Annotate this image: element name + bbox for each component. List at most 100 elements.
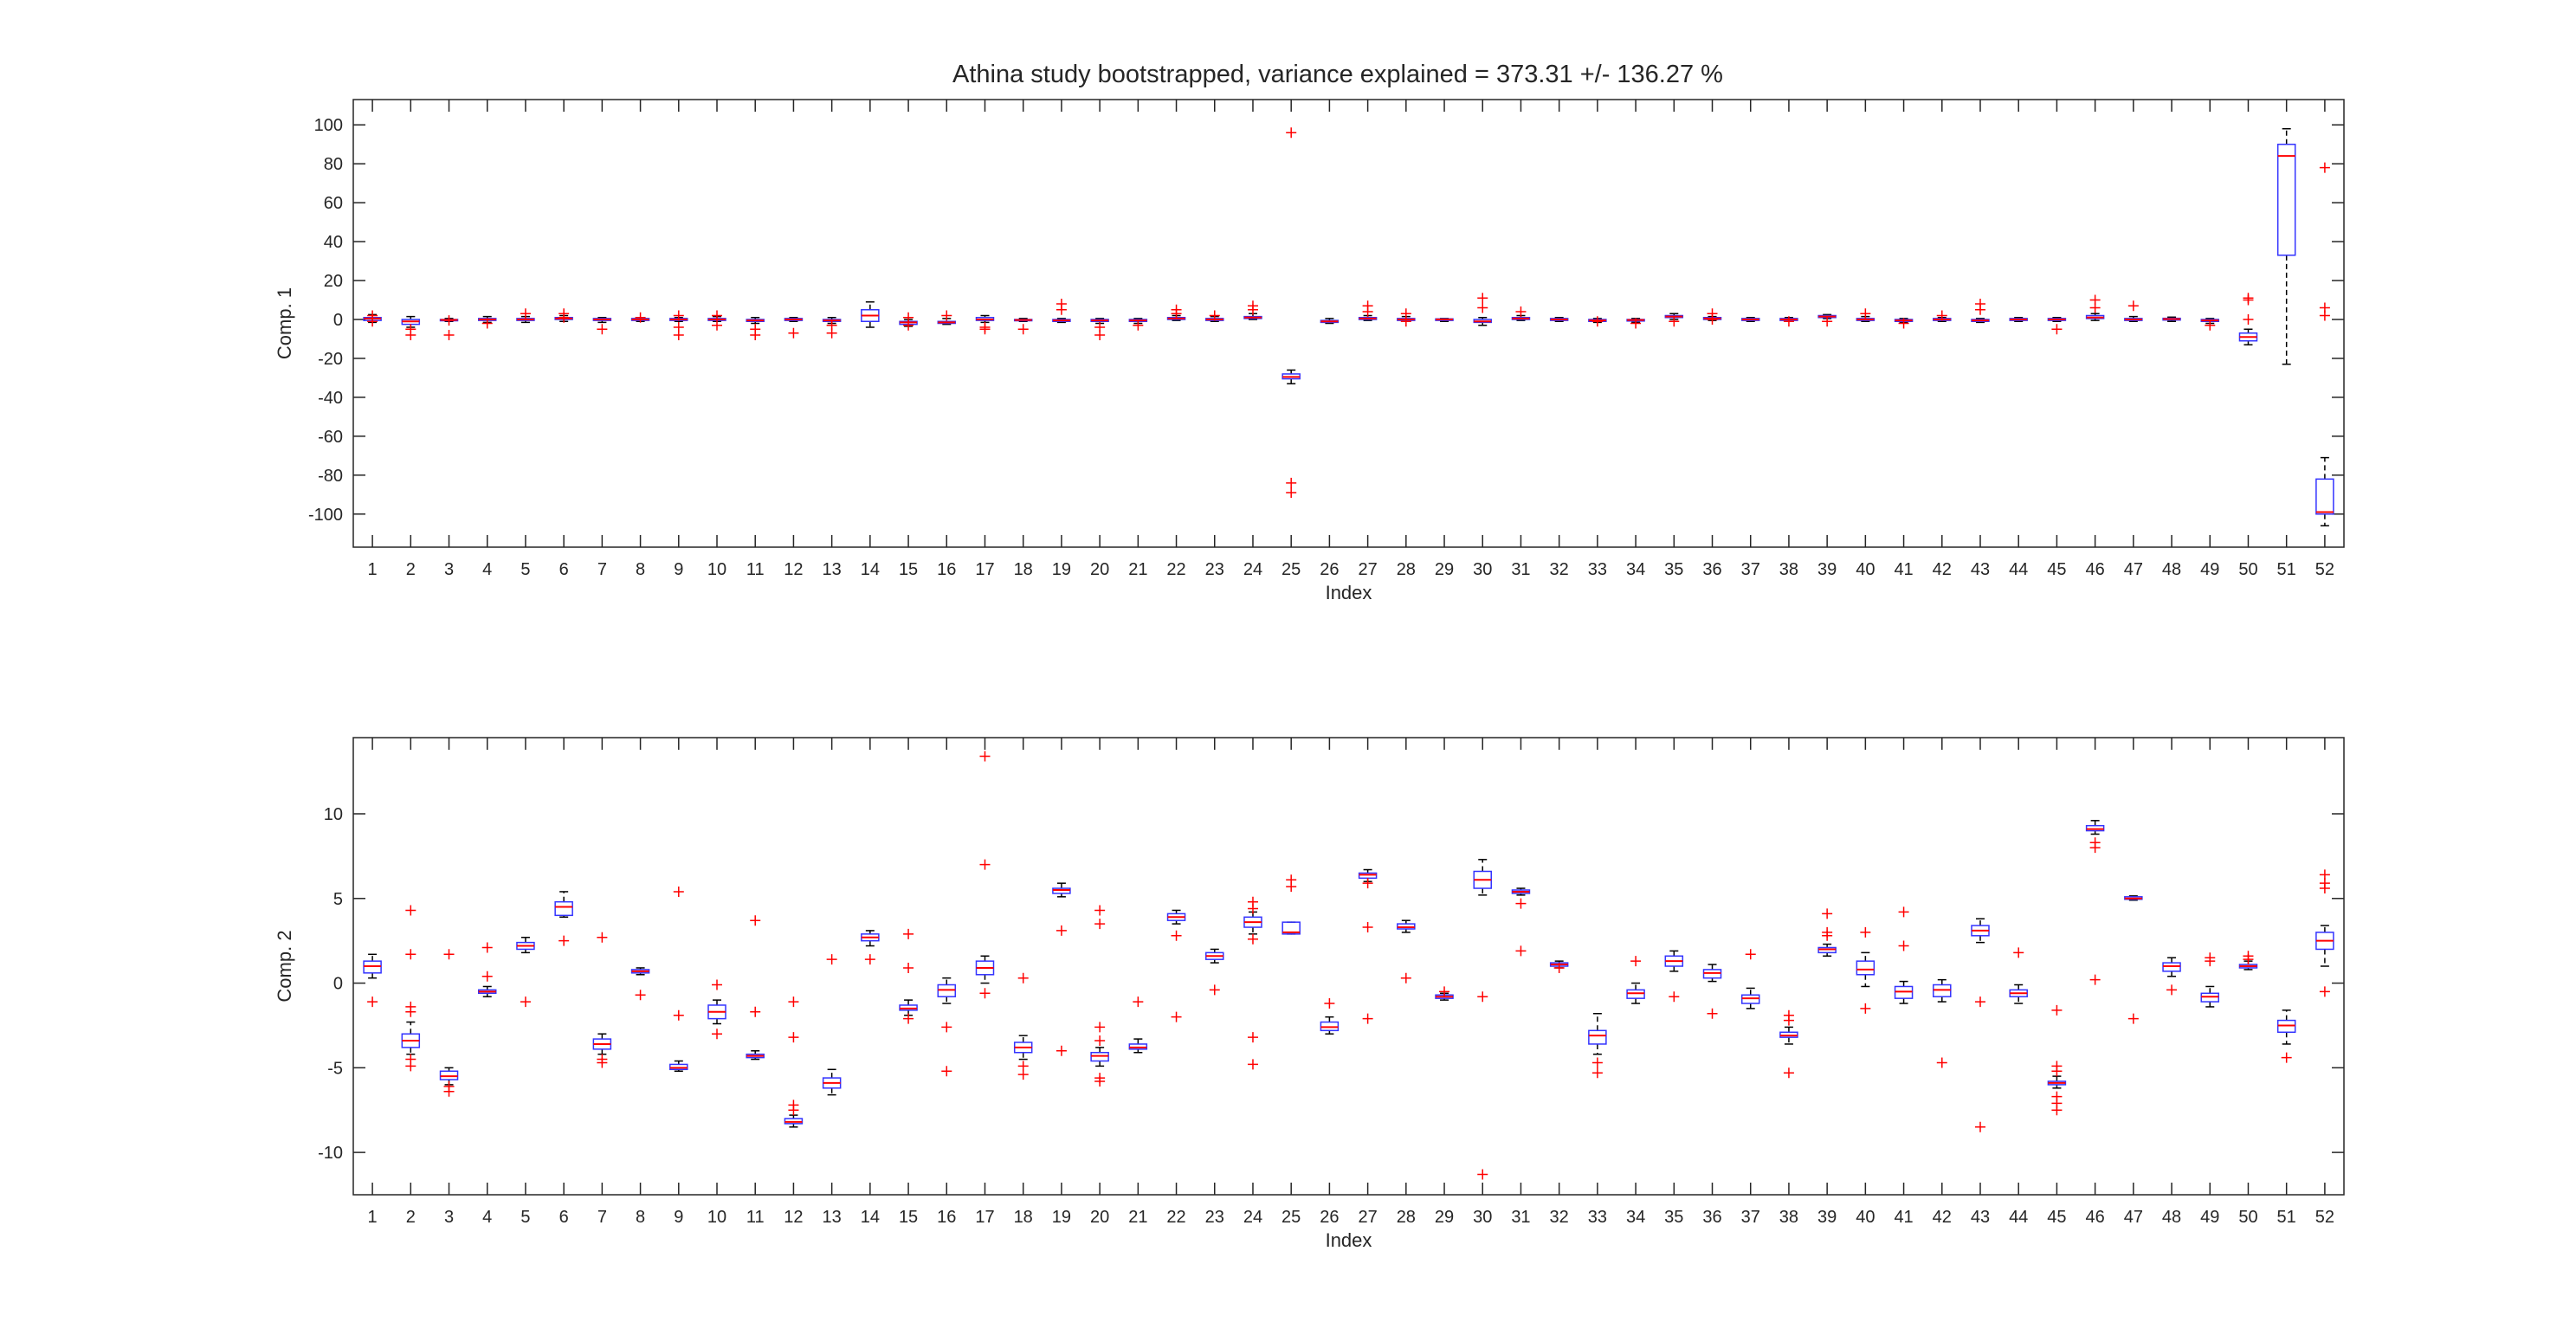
x-tick-label: 36: [1702, 560, 1721, 579]
x-tick-label: 4: [482, 560, 492, 579]
outlier-point: [1974, 299, 1985, 310]
y-tick-label: 100: [314, 116, 343, 135]
outlier-point: [903, 962, 914, 973]
box-2: [401, 315, 421, 340]
box-44: [2009, 317, 2028, 323]
y-tick-label: -80: [318, 467, 343, 486]
x-tick-label: 32: [1550, 1208, 1569, 1227]
box-48: [2162, 957, 2181, 996]
box-34: [1626, 318, 1645, 329]
outlier-point: [712, 319, 723, 331]
box-11: [746, 915, 765, 1061]
outlier-point: [979, 751, 991, 762]
x-tick-label: 40: [1856, 560, 1875, 579]
box-17: [975, 314, 995, 335]
box-52: [2315, 162, 2334, 527]
x-tick-label: 35: [1664, 1208, 1683, 1227]
outlier-point: [558, 935, 570, 946]
x-tick-label: 43: [1971, 1208, 1990, 1227]
outlier-point: [597, 1057, 608, 1068]
box-3: [439, 315, 459, 340]
outlier-point: [979, 859, 991, 870]
box-8: [630, 312, 650, 323]
outlier-point: [1669, 991, 1680, 1003]
y-tick-label: 60: [324, 194, 343, 213]
outlier-point: [2013, 947, 2024, 958]
x-tick-label: 48: [2162, 1208, 2181, 1227]
box-31: [1511, 306, 1531, 321]
outlier-point: [788, 327, 799, 339]
box-18: [1013, 972, 1033, 1080]
outlier-point: [1056, 925, 1067, 936]
x-tick-label: 48: [2162, 560, 2181, 579]
outlier-point: [979, 988, 991, 999]
outlier-point: [1822, 908, 1833, 919]
x-tick-label: 5: [520, 1208, 530, 1227]
outlier-point: [2243, 954, 2254, 965]
outlier-point: [2051, 324, 2063, 335]
box-9: [669, 310, 688, 340]
x-tick-label: 14: [861, 1208, 880, 1227]
outlier-point: [712, 979, 723, 990]
x-tick-label: 19: [1052, 1208, 1071, 1227]
outlier-point: [520, 308, 531, 319]
x-tick-label: 9: [674, 560, 683, 579]
box-16: [937, 310, 957, 326]
x-tick-label: 52: [2315, 560, 2334, 579]
box-7: [592, 317, 612, 335]
outlier-point: [979, 321, 991, 332]
box-7: [592, 932, 612, 1068]
outlier-point: [1974, 996, 1985, 1008]
x-axis-label: Index: [1326, 1229, 1372, 1251]
box-24: [1243, 300, 1262, 320]
x-tick-label: 47: [2124, 560, 2143, 579]
x-tick-label: 31: [1511, 1208, 1530, 1227]
box-42: [1933, 978, 1952, 1068]
outlier-point: [750, 329, 761, 340]
outlier-point: [443, 949, 455, 960]
box-6: [554, 308, 573, 323]
x-tick-label: 29: [1435, 560, 1454, 579]
outlier-point: [405, 905, 416, 916]
box-32: [1549, 317, 1569, 323]
box-12: [784, 317, 804, 339]
box-31: [1511, 887, 1531, 957]
outlier-point: [558, 312, 570, 323]
y-tick-label: -10: [318, 1144, 343, 1163]
outlier-point: [1936, 1057, 1947, 1068]
x-tick-label: 16: [937, 1208, 956, 1227]
x-tick-label: 23: [1205, 560, 1224, 579]
x-tick-label: 34: [1626, 560, 1645, 579]
box-49: [2200, 952, 2220, 1008]
outlier-point: [2243, 293, 2254, 304]
x-tick-label: 29: [1435, 1208, 1454, 1227]
iqr-box: [1856, 960, 1876, 976]
x-tick-label: 46: [2086, 1208, 2105, 1227]
x-tick-label: 32: [1550, 560, 1569, 579]
outlier-point: [1745, 949, 1756, 960]
outlier-point: [405, 1061, 416, 1072]
x-tick-label: 16: [937, 560, 956, 579]
y-tick-label: -100: [308, 506, 343, 525]
x-tick-label: 10: [707, 560, 726, 579]
x-tick-label: 39: [1817, 560, 1837, 579]
box-2: [401, 905, 421, 1072]
box-45: [2047, 317, 2067, 335]
x-tick-label: 7: [597, 1208, 607, 1227]
x-tick-label: 50: [2238, 560, 2257, 579]
outlier-point: [367, 310, 378, 321]
outlier-point: [1094, 329, 1106, 340]
outlier-point: [750, 1006, 761, 1017]
outlier-point: [1362, 1013, 1373, 1024]
outlier-point: [1247, 300, 1258, 312]
outlier-point: [826, 954, 837, 965]
outlier-point: [1783, 1015, 1794, 1026]
box-30: [1473, 293, 1492, 326]
box-50: [2238, 951, 2258, 971]
x-tick-label: 14: [861, 560, 880, 579]
box-15: [899, 312, 918, 331]
outlier-point: [1515, 306, 1527, 318]
box-21: [1128, 318, 1148, 331]
box-39: [1817, 908, 1837, 958]
